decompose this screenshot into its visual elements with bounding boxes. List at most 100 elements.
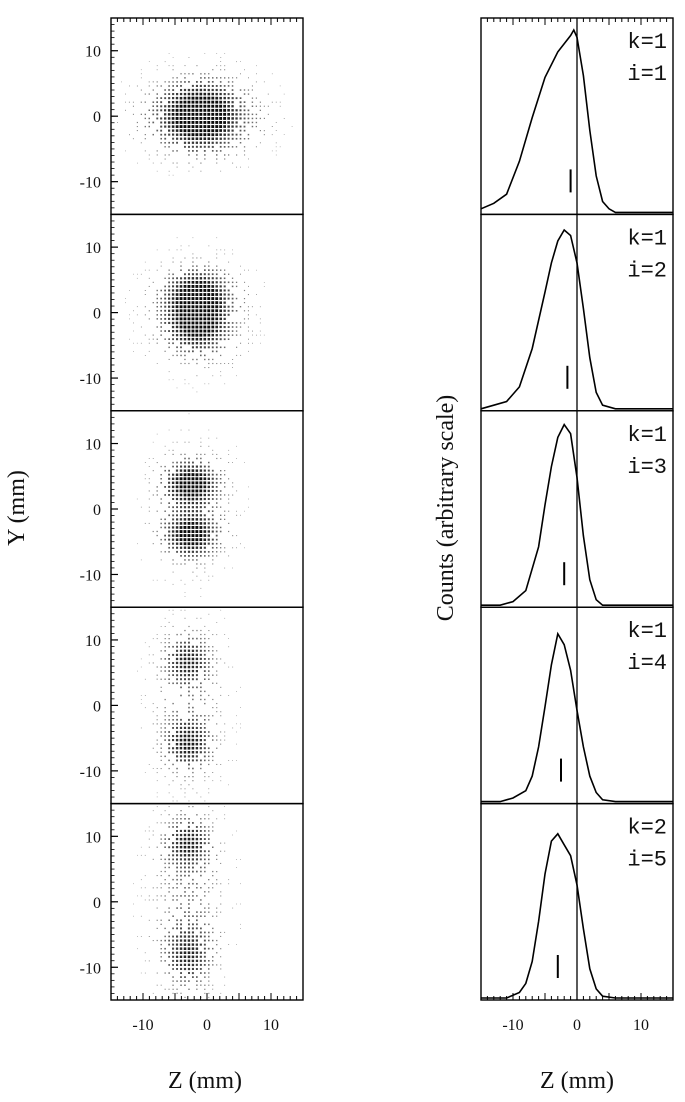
spot-pixel [180, 506, 183, 509]
spot-pixel [259, 322, 261, 324]
spot-pixel [224, 814, 226, 816]
spot-pixel [199, 497, 203, 501]
spot-pixel [208, 763, 210, 766]
spot-pixel [211, 350, 214, 353]
spot-pixel [203, 125, 207, 128]
spot-pixel [211, 145, 214, 148]
spot-pixel [220, 269, 222, 271]
spot-pixel [195, 738, 199, 742]
spot-pixel [160, 690, 162, 692]
spot-pixel [215, 526, 218, 529]
spot-pixel [175, 747, 179, 750]
spot-pixel [211, 281, 214, 284]
spot-pixel [208, 826, 210, 828]
spot-pixel [203, 141, 206, 144]
spot-pixel [176, 338, 179, 341]
spot-pixel [220, 992, 222, 994]
spot-pixel [183, 755, 187, 758]
spot-pixel [228, 363, 230, 364]
spot-pixel [188, 413, 190, 415]
spot-pixel [195, 481, 199, 485]
spot-pixel [208, 931, 210, 934]
spot-pixel [255, 81, 257, 83]
spot-pixel [171, 477, 175, 480]
spot-pixel [219, 482, 222, 484]
spot-pixel [180, 674, 183, 677]
spot-pixel [200, 767, 202, 770]
spot-pixel [172, 257, 174, 259]
spot-pixel [188, 866, 190, 869]
spot-pixel [176, 510, 178, 513]
spot-pixel [207, 112, 211, 116]
spot-pixel [239, 105, 242, 108]
spot-pixel [172, 850, 175, 853]
spot-pixel [160, 883, 162, 885]
spot-pixel [148, 654, 150, 656]
spot-pixel [211, 88, 214, 92]
spot-pixel [200, 899, 202, 901]
spot-pixel [188, 633, 190, 636]
spot-pixel [183, 943, 187, 946]
spot-pixel [207, 100, 211, 104]
spot-pixel [199, 846, 202, 849]
spot-pixel [215, 342, 218, 345]
spot-pixel [175, 657, 179, 661]
spot-pixel [203, 342, 206, 345]
spot-pixel [203, 526, 207, 529]
spot-pixel [192, 923, 194, 926]
spot-pixel [176, 354, 178, 357]
spot-pixel [220, 547, 222, 549]
spot-pixel [211, 313, 215, 317]
spot-pixel [183, 481, 187, 485]
spot-pixel [216, 158, 218, 160]
spot-pixel [156, 907, 158, 909]
spot-pixel [183, 129, 187, 133]
spot-pixel [191, 469, 195, 472]
spot-pixel [156, 796, 158, 798]
spot-pixel [164, 93, 167, 95]
spot-pixel [160, 309, 162, 312]
spot-pixel [224, 77, 226, 79]
panel-label-i: i=1 [627, 62, 667, 87]
spot-pixel [211, 141, 214, 144]
spot-pixel [184, 976, 186, 978]
spot-pixel [199, 959, 202, 962]
spot-pixel [191, 963, 195, 967]
spot-pixel [204, 674, 206, 676]
spot-pixel [152, 109, 155, 112]
spot-pixel [183, 841, 187, 845]
spot-pixel [207, 108, 211, 112]
spot-pixel [191, 473, 195, 477]
spot-pixel [227, 97, 230, 100]
spot-pixel [192, 788, 194, 790]
spot-pixel [196, 563, 198, 565]
spot-pixel [180, 609, 182, 611]
spot-pixel [196, 792, 198, 794]
spot-pixel [160, 943, 162, 946]
spot-pixel [144, 972, 146, 974]
spot-pixel [144, 952, 146, 954]
spot-pixel [176, 714, 178, 717]
spot-pixel [195, 759, 198, 762]
spot-pixel [211, 325, 215, 329]
spot-pixel [160, 305, 162, 308]
spot-pixel [168, 846, 171, 849]
y-tick-label: 0 [93, 895, 101, 912]
spot-pixel [211, 305, 215, 309]
spot-pixel [203, 346, 206, 349]
spot-pixel [196, 814, 198, 816]
spot-pixel [175, 485, 179, 489]
spot-pixel [208, 960, 210, 962]
spot-pixel [196, 65, 198, 67]
spot-pixel [243, 129, 246, 132]
spot-pixel [176, 81, 178, 83]
spot-pixel [156, 490, 158, 492]
spot-pixel [179, 538, 183, 541]
spot-pixel [231, 305, 234, 308]
spot-pixel [179, 530, 183, 533]
panel-label-k: k=1 [627, 30, 667, 55]
spot-pixel [191, 845, 195, 849]
spot-pixel [207, 281, 211, 284]
spot-pixel [192, 976, 194, 978]
spot-pixel [164, 89, 166, 91]
